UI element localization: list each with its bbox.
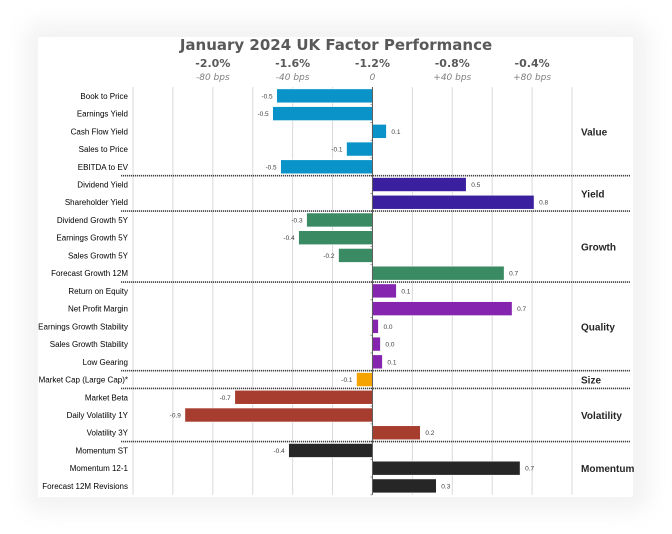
- bar: [234, 389, 373, 405]
- data-label: 0.1: [391, 129, 400, 136]
- bar: [338, 248, 373, 263]
- category-label: Dividend Yield: [77, 181, 128, 190]
- category-label: Sales to Price: [79, 145, 129, 154]
- category-label: Dividend Growth 5Y: [57, 216, 129, 225]
- data-label: 0.7: [525, 466, 534, 473]
- bar: [272, 106, 373, 121]
- category-label: Market Cap (Large Cap)*: [39, 376, 128, 385]
- data-label: 0.8: [539, 200, 548, 207]
- top-tick-pct-label: -1.6%: [275, 57, 310, 70]
- data-label: 0.1: [401, 288, 410, 295]
- bar: [346, 141, 373, 157]
- data-label: 0.5: [471, 182, 480, 189]
- category-label: Cash Flow Yield: [71, 127, 128, 136]
- bar: [372, 283, 397, 299]
- bar: [306, 212, 373, 228]
- group-label: Momentum: [581, 464, 634, 475]
- data-label: -0.4: [273, 448, 285, 455]
- top-tick-bps-label: 0: [370, 73, 376, 83]
- data-label: -0.7: [220, 395, 232, 402]
- bar: [298, 230, 373, 246]
- data-label: -0.9: [170, 413, 182, 420]
- bar: [372, 265, 505, 281]
- category-label: Book to Price: [80, 92, 128, 101]
- bar: [372, 478, 437, 494]
- top-tick-pct-label: -1.2%: [355, 57, 390, 70]
- data-label: -0.5: [265, 164, 277, 171]
- category-label: Volatility 3Y: [87, 429, 129, 438]
- category-label: Net Profit Margin: [68, 305, 128, 314]
- category-label: Forecast Growth 12M: [51, 269, 128, 278]
- data-label: -0.4: [283, 235, 295, 242]
- bar: [372, 124, 387, 139]
- bar: [184, 407, 373, 423]
- category-label: Daily Volatility 1Y: [67, 411, 129, 420]
- category-label: Sales Growth Stability: [50, 340, 128, 349]
- top-tick-bps-label: -40 bps: [276, 73, 310, 83]
- category-label: Market Beta: [85, 393, 129, 402]
- bar: [372, 425, 421, 441]
- data-label: -0.3: [291, 217, 303, 224]
- category-label: Momentum ST: [76, 446, 129, 455]
- category-label: Earnings Yield: [77, 110, 128, 119]
- group-label: Growth: [581, 243, 616, 254]
- top-tick-pct-label: -0.8%: [435, 57, 470, 70]
- top-tick-bps-label: -80 bps: [196, 73, 230, 83]
- data-label: -0.1: [331, 147, 343, 154]
- category-label: Shareholder Yield: [65, 198, 128, 207]
- bar: [356, 372, 373, 387]
- category-label: Low Gearing: [83, 358, 128, 367]
- category-label: Earnings Growth Stability: [38, 322, 128, 331]
- data-label: -0.5: [261, 93, 273, 100]
- bar: [372, 319, 379, 334]
- bar: [372, 354, 383, 370]
- data-label: -0.1: [341, 377, 353, 384]
- top-tick-bps-label: +80 bps: [513, 73, 551, 83]
- top-tick-pct-label: -0.4%: [515, 57, 550, 70]
- top-tick-bps-label: +40 bps: [433, 73, 471, 83]
- chart-title: January 2024 UK Factor Performance: [179, 36, 493, 54]
- data-label: -0.5: [257, 111, 269, 118]
- category-label: Earnings Growth 5Y: [56, 234, 128, 243]
- data-label: 0.7: [517, 306, 526, 313]
- data-label: 0.0: [383, 324, 392, 331]
- category-label: Momentum 12-1: [70, 464, 129, 473]
- group-label: Size: [581, 376, 601, 387]
- bar: [276, 88, 373, 104]
- bar: [372, 336, 381, 352]
- category-label: EBITDA to EV: [78, 163, 129, 172]
- data-label: 0.2: [425, 430, 434, 437]
- data-label: 0.0: [385, 342, 394, 349]
- bar: [372, 177, 467, 192]
- group-label: Volatility: [581, 411, 622, 422]
- top-tick-pct-label: -2.0%: [195, 57, 230, 70]
- data-label: 0.1: [387, 359, 396, 366]
- data-label: -0.2: [323, 253, 335, 260]
- bar: [372, 194, 535, 210]
- group-label: Value: [581, 127, 608, 138]
- category-label: Sales Growth 5Y: [68, 251, 129, 260]
- bar: [372, 460, 521, 476]
- category-label: Forecast 12M Revisions: [42, 482, 128, 491]
- bar: [372, 301, 513, 316]
- category-label: Return on Equity: [68, 287, 128, 296]
- group-label: Yield: [581, 189, 605, 200]
- data-label: 0.7: [509, 271, 518, 278]
- bar: [288, 443, 373, 458]
- data-label: 0.3: [441, 483, 450, 490]
- group-label: Quality: [581, 322, 615, 333]
- bar: [280, 159, 373, 175]
